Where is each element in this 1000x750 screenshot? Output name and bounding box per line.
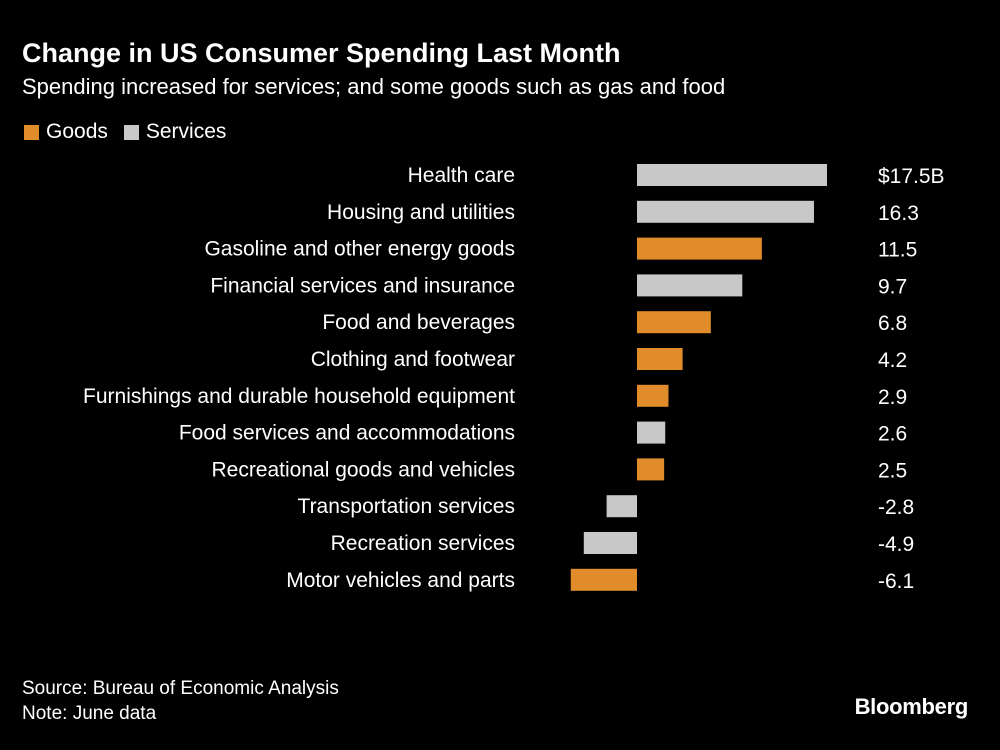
- category-label: Furnishings and durable household equipm…: [83, 385, 515, 408]
- value-label: $17.5B: [878, 165, 945, 188]
- value-label: 2.5: [878, 459, 907, 482]
- bar: [583, 532, 637, 554]
- bloomberg-logo: Bloomberg: [854, 694, 969, 719]
- legend: Goods Services: [24, 120, 234, 144]
- category-label: Transportation services: [298, 495, 515, 518]
- category-label: Food and beverages: [322, 311, 515, 334]
- bar: [606, 495, 637, 518]
- bar: [637, 311, 711, 334]
- footer: Source: Bureau of Economic Analysis Note…: [22, 676, 339, 726]
- category-label: Gasoline and other energy goods: [204, 238, 515, 261]
- category-label: Health care: [408, 164, 515, 187]
- category-label: Financial services and insurance: [210, 274, 515, 297]
- value-label: 9.7: [878, 275, 907, 298]
- bar: [637, 237, 762, 260]
- bar: [637, 458, 665, 481]
- legend-swatch-services: [123, 124, 139, 140]
- value-label: 4.2: [878, 349, 907, 372]
- value-label: 16.3: [878, 202, 919, 225]
- bar: [637, 421, 666, 444]
- legend-label-goods: Goods: [46, 120, 108, 143]
- value-label: 11.5: [878, 239, 917, 262]
- legend-swatch-goods: [24, 124, 39, 140]
- legend-item-goods: Goods: [24, 120, 108, 144]
- bar: [637, 348, 683, 370]
- category-label: Recreational goods and vehicles: [211, 458, 515, 481]
- bar: [637, 164, 827, 186]
- value-label: 2.6: [878, 423, 907, 446]
- category-label: Food services and accommodations: [179, 422, 515, 445]
- chart-subtitle: Spending increased for services; and som…: [22, 74, 726, 99]
- value-label: 2.9: [878, 386, 907, 409]
- bar: [637, 384, 669, 407]
- value-label: 6.8: [878, 312, 907, 335]
- category-label: Recreation services: [331, 532, 515, 555]
- bar: [637, 200, 814, 223]
- bar: [570, 568, 637, 591]
- data-note: Note: June data: [22, 703, 157, 724]
- value-label: -6.1: [878, 570, 914, 593]
- legend-label-services: Services: [145, 120, 227, 143]
- category-label: Clothing and footwear: [311, 348, 515, 371]
- bar: [637, 274, 743, 297]
- source-note: Source: Bureau of Economic Analysis: [22, 678, 339, 699]
- category-label: Housing and utilities: [327, 201, 515, 224]
- value-label: -4.9: [878, 533, 914, 556]
- value-label: -2.8: [878, 496, 914, 519]
- chart-title: Change in US Consumer Spending Last Mont…: [22, 38, 621, 68]
- category-label: Motor vehicles and parts: [286, 569, 515, 592]
- legend-item-services: Services: [123, 120, 227, 144]
